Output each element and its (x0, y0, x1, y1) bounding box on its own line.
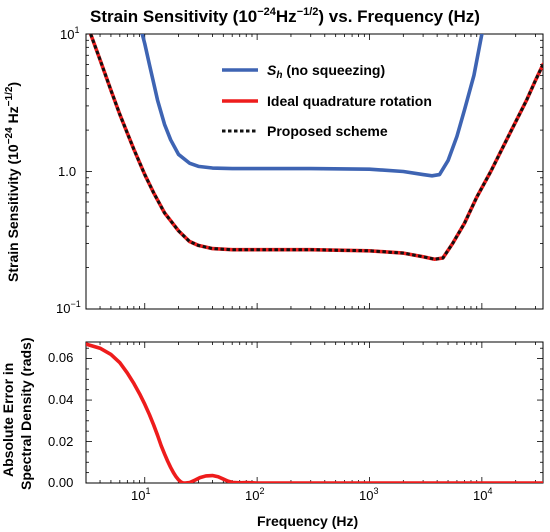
bottom-y-tick-0.02: 0.02 (48, 434, 73, 449)
x-axis-label: Frequency (Hz) (257, 513, 358, 529)
legend-label-sh: Sh (no squeezing) (267, 62, 385, 81)
chart-title: Strain Sensitivity (10−24Hz−1/2) vs. Fre… (90, 6, 480, 26)
bottom-y-axis-label-line2: Spectral Density (rads) (18, 338, 34, 491)
bottom-y-axis-label-line1: Absolute Error in (0, 363, 16, 477)
bottom-y-tick-0.06: 0.06 (48, 350, 73, 365)
legend-label-proposed: Proposed scheme (267, 123, 388, 139)
bottom-axis-ticks (85, 342, 543, 484)
series-line-sh-no-squeezing (140, 34, 484, 178)
x-tick-10^1: 101 (131, 486, 150, 503)
x-tick-10^3: 103 (359, 486, 378, 503)
legend-label-ideal: Ideal quadrature rotation (267, 93, 432, 109)
top-y-tick-10: 101 (60, 25, 79, 42)
series-line-absolute-error (86, 342, 543, 483)
top-y-axis-label: Strain Sensitivity (10−24 Hz−1/2) (4, 82, 21, 282)
x-tick-10^2: 102 (245, 486, 264, 503)
bottom-y-tick-0.04: 0.04 (48, 392, 73, 407)
x-tick-10^4: 104 (473, 486, 492, 503)
bottom-y-tick-0: 0.00 (48, 475, 73, 490)
top-y-tick-1: 1.0 (58, 164, 76, 179)
bottom-plot-frame (85, 341, 544, 484)
series-line-proposed-scheme (89, 34, 543, 261)
legend: Sh (no squeezing) Ideal quadrature rotat… (222, 62, 432, 139)
top-y-tick-0.1: 10−1 (56, 299, 81, 316)
top-axis-ticks (85, 33, 543, 310)
